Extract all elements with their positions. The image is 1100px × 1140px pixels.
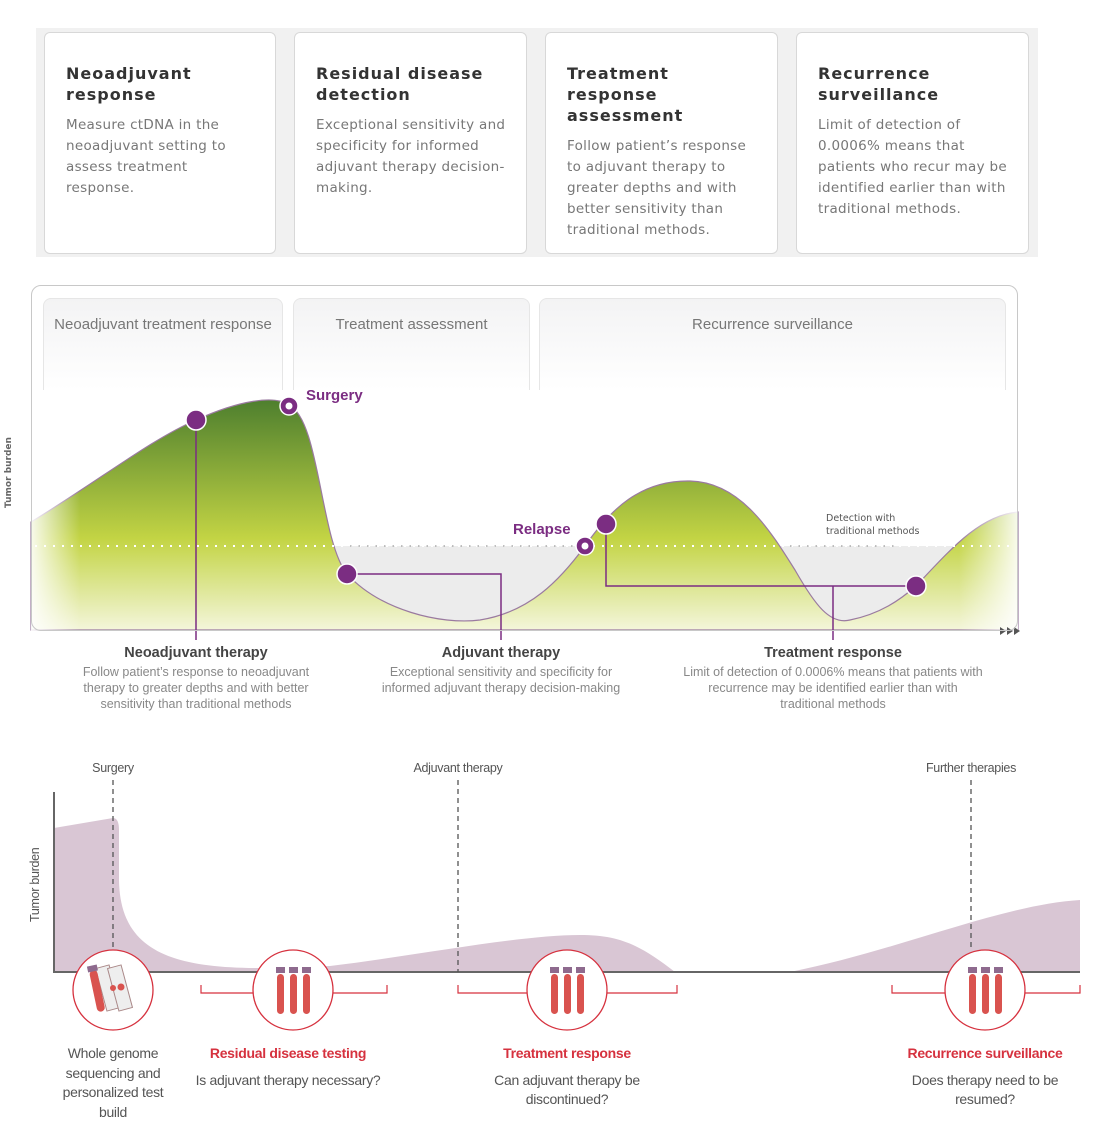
testing-timeline-diagram (53, 780, 1081, 1031)
tube-and-slides-icon (86, 964, 134, 1012)
step-text: Does therapy need to be resumed? (911, 1071, 1059, 1108)
phase-neoadjuvant: Neoadjuvant treatment response (43, 298, 283, 390)
card-text: Measure ctDNA in the neoadjuvant setting… (66, 117, 226, 196)
label-text: Limit of detection of 0.0006% means that… (683, 665, 983, 711)
card-text: Follow patient’s response to adjuvant th… (567, 138, 747, 238)
label-neoadjuvant-therapy: Neoadjuvant therapy Follow patient’s res… (66, 645, 326, 712)
adjuvant-marker (336, 563, 358, 585)
step-title: Treatment response (503, 1045, 631, 1061)
label-treatment-response: Treatment response Limit of detection of… (680, 645, 986, 712)
threshold-label: Detection with traditional methods (826, 513, 920, 537)
card-title: Residual disease detection (316, 64, 484, 104)
blood-tubes-icon (276, 967, 311, 1014)
tumor-burden-curve-diagram (30, 396, 1020, 640)
label-adjuvant-therapy: Adjuvant therapy Exceptional sensitivity… (370, 645, 632, 696)
card-recurrence-surveillance: Recurrence surveillance Limit of detecti… (796, 32, 1029, 254)
timeline-frame (31, 285, 1018, 631)
recurrence-marker (595, 513, 617, 535)
surgery-label: Surgery (306, 387, 363, 404)
step-title: Recurrence surveillance (907, 1045, 1063, 1061)
connector-lines (195, 420, 916, 640)
neoadjuvant-marker (185, 409, 207, 431)
step-text: Is adjuvant therapy necessary? (195, 1071, 381, 1088)
phase-treatment-assessment: Treatment assessment (293, 298, 530, 390)
label-title: Adjuvant therapy (441, 645, 561, 661)
recurrence-area (790, 900, 1080, 972)
blood-tubes-icon (968, 967, 1003, 1014)
treatment-response-marker (905, 575, 927, 597)
card-title: Neoadjuvant response (66, 64, 192, 104)
label-text: Exceptional sensitivity and specificity … (381, 665, 621, 695)
step-text: Can adjuvant therapy be discontinued? (494, 1071, 640, 1108)
phase-recurrence-surveillance: Recurrence surveillance (539, 298, 1006, 390)
step-whole-genome: Whole genome sequencing and personalized… (53, 1044, 173, 1122)
label-title: Neoadjuvant therapy (124, 645, 268, 661)
step-residual-disease-testing: Residual disease testing Is adjuvant the… (173, 1044, 403, 1090)
step-recurrence-surveillance: Recurrence surveillance Does therapy nee… (890, 1044, 1080, 1110)
event-further-therapies: Further therapies (925, 761, 1017, 775)
event-adjuvant-therapy: Adjuvant therapy (413, 761, 503, 775)
card-text: Exceptional sensitivity and specificity … (316, 117, 506, 196)
bottom-y-axis-label: Tumor burden (28, 847, 42, 922)
card-neoadjuvant-response: Neoadjuvant response Measure ctDNA in th… (44, 32, 276, 254)
card-residual-disease: Residual disease detection Exceptional s… (294, 32, 527, 254)
card-text: Limit of detection of 0.0006% means that… (818, 117, 1007, 217)
label-text: Follow patient’s response to neoadjuvant… (82, 665, 310, 711)
relapse-label: Relapse (513, 521, 571, 538)
card-treatment-response: Treatment response assessment Follow pat… (545, 32, 778, 254)
label-title: Treatment response (764, 645, 902, 661)
card-title: Recurrence surveillance (818, 64, 940, 104)
card-title: Treatment response assessment (567, 64, 684, 125)
y-axis-label: Tumor burden (4, 437, 14, 508)
event-surgery: Surgery (92, 761, 134, 775)
tumor-burden-area (54, 818, 675, 972)
step-treatment-response: Treatment response Can adjuvant therapy … (477, 1044, 657, 1110)
blood-tubes-icon (550, 967, 585, 1014)
step-text: Whole genome sequencing and personalized… (62, 1045, 164, 1120)
step-title: Residual disease testing (209, 1045, 367, 1061)
